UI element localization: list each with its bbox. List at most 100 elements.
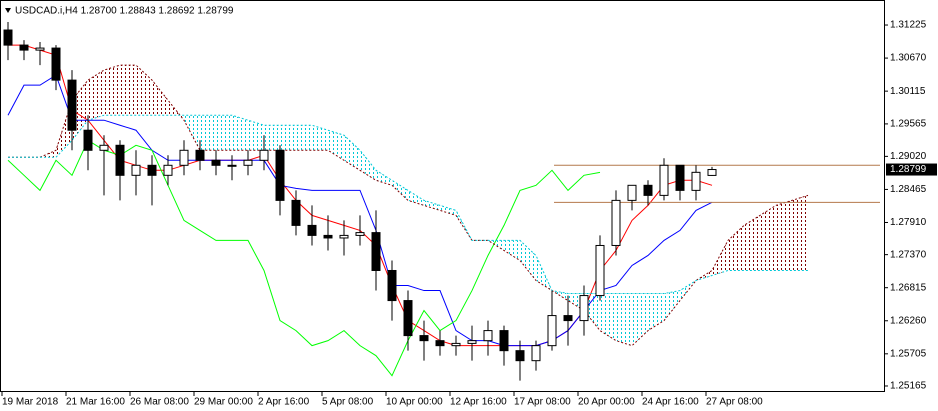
candle-body: [675, 164, 685, 191]
candle-body: [355, 232, 365, 236]
cloud-fill: [200, 115, 216, 151]
candle-body: [707, 169, 717, 176]
x-tick-label: 5 Apr 08:00: [322, 397, 374, 408]
y-tick-label: 1.27370: [890, 249, 927, 260]
y-tick-label: 1.30670: [890, 53, 927, 64]
y-tick-label: 1.25705: [890, 348, 927, 359]
x-tick-label: 12 Apr 16:00: [450, 397, 507, 408]
cloud-fill: [392, 180, 408, 201]
cloud-fill: [504, 240, 520, 261]
x-tick-label: 17 Apr 08:00: [514, 397, 571, 408]
cloud-fill: [648, 293, 664, 331]
candle-body: [499, 330, 509, 352]
candle-body: [611, 199, 621, 246]
span-line: [8, 114, 808, 295]
cloud-fill: [408, 190, 424, 206]
candle-body: [51, 47, 61, 81]
candle-body: [563, 315, 573, 322]
candle-body: [643, 184, 653, 196]
x-tick-label: 2 Apr 16:00: [258, 397, 310, 408]
candle-body: [195, 149, 205, 161]
cloud-fill: [776, 200, 792, 271]
candle-body: [483, 330, 493, 342]
cloud-fill: [120, 65, 136, 116]
candle-body: [515, 350, 525, 362]
candle-body: [691, 171, 701, 191]
cloud-fill: [280, 125, 296, 151]
candle-body: [19, 44, 29, 51]
candle-body: [419, 335, 429, 342]
cloud-fill: [296, 125, 312, 151]
indicator-line: [7, 139, 601, 377]
cloud-fill: [712, 240, 728, 276]
cloud-fill: [248, 120, 264, 151]
candle-body: [579, 295, 589, 322]
cloud-fill: [744, 215, 760, 271]
x-tick-label: 19 Mar 2018: [2, 397, 59, 408]
cloud-fill: [488, 240, 504, 251]
candle-body: [3, 29, 13, 46]
cloud-fill: [264, 125, 280, 151]
cloud-fill: [88, 70, 104, 121]
plot-frame: [0, 0, 885, 392]
candle-body: [371, 232, 381, 271]
candle-body: [131, 164, 141, 176]
cloud-fill: [616, 293, 632, 346]
x-tick-label: 27 Apr 08:00: [706, 397, 763, 408]
candle-body: [323, 234, 333, 239]
price-tag-label: 1.28799: [890, 164, 927, 175]
y-tick-label: 1.27910: [890, 217, 927, 228]
y-tick-label: 1.26815: [890, 282, 927, 293]
candle-body: [531, 345, 541, 362]
cloud-fill: [520, 240, 536, 281]
cloud-fill: [344, 135, 360, 171]
cloud-fill: [440, 205, 456, 216]
cloud-fill: [104, 65, 120, 116]
x-tick-label: 21 Mar 16:00: [66, 397, 125, 408]
span-line: [8, 64, 809, 347]
x-tick-label: 26 Mar 08:00: [130, 397, 189, 408]
y-tick-label: 1.31225: [890, 20, 927, 31]
cloud-fill: [312, 125, 328, 151]
candle-body: [115, 144, 125, 176]
candle-body: [99, 144, 109, 151]
candle-body: [291, 199, 301, 226]
chart-header: USDCAD.i,H4 1.28700 1.28843 1.28692 1.28…: [15, 6, 234, 17]
cloud-fill: [632, 293, 648, 346]
price-tag: [886, 163, 937, 176]
candle-body: [387, 269, 397, 302]
candle-body: [467, 340, 477, 344]
cloud-fill: [424, 200, 440, 211]
x-tick-label: 24 Apr 16:00: [642, 397, 699, 408]
menu-arrow: [5, 8, 11, 13]
x-tick-label: 29 Mar 00:00: [194, 397, 253, 408]
candle-body: [243, 159, 253, 166]
candle-body: [403, 300, 413, 337]
plot-layer: [3, 22, 880, 381]
cloud-fill: [216, 115, 232, 151]
candle-body: [595, 244, 605, 297]
cloud-fill: [760, 205, 776, 271]
x-tick-label: 20 Apr 00:00: [578, 397, 635, 408]
candle-body: [163, 164, 173, 176]
candle-body: [435, 340, 445, 347]
y-tick-label: 1.29020: [890, 151, 927, 162]
candle-body: [227, 164, 237, 167]
candle-body: [451, 342, 461, 347]
candle-body: [83, 129, 93, 151]
candle-body: [659, 164, 669, 196]
y-tick-label: 1.26260: [890, 315, 927, 326]
candle-body: [547, 315, 557, 347]
cloud-fill: [792, 195, 808, 271]
candle-body: [67, 79, 77, 131]
y-tick-label: 1.28465: [890, 184, 927, 195]
indicator-line: [7, 74, 713, 347]
cloud-fill: [136, 65, 152, 116]
cloud-fill: [232, 115, 248, 151]
candle-body: [35, 47, 45, 51]
y-tick-label: 1.30115: [890, 86, 926, 97]
cloud-fill: [152, 80, 168, 116]
candle-body: [259, 149, 269, 161]
candle-body: [307, 224, 317, 236]
